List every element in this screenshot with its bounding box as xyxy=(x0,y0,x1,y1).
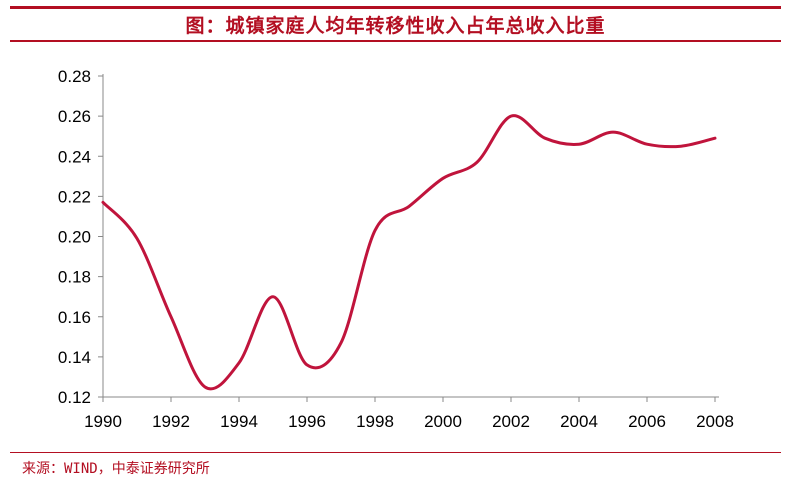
x-tick-label: 2004 xyxy=(560,412,598,431)
data-point xyxy=(204,385,207,388)
y-tick-label: 0.14 xyxy=(58,348,91,367)
y-tick-label: 0.18 xyxy=(58,268,91,287)
footer-divider xyxy=(10,452,781,453)
data-point xyxy=(646,143,649,146)
data-point xyxy=(170,315,173,318)
y-tick-label: 0.22 xyxy=(58,187,91,206)
data-point xyxy=(238,361,241,364)
data-point xyxy=(612,131,615,134)
source-note: 来源：WIND，中泰证券研究所 xyxy=(22,461,210,477)
data-point xyxy=(136,237,139,240)
x-tick-label: 1990 xyxy=(84,412,122,431)
tick-labels: 0.12 0.14 0.16 0.18 0.20 0.22 0.24 0.26 0.28 1990… xyxy=(58,67,734,431)
y-tick-label: 0.16 xyxy=(58,308,91,327)
data-point xyxy=(578,143,581,146)
data-point xyxy=(374,229,377,232)
y-tick-label: 0.26 xyxy=(58,107,91,126)
data-point xyxy=(102,201,105,204)
data-point xyxy=(408,205,411,208)
x-tick-label: 1994 xyxy=(220,412,258,431)
x-tick-label: 1992 xyxy=(152,412,190,431)
plot-area xyxy=(101,114,717,391)
data-point xyxy=(340,341,343,344)
x-tick-label: 2006 xyxy=(628,412,666,431)
series-line-0 xyxy=(101,114,717,391)
data-point xyxy=(442,177,445,180)
chart-title: 图：城镇家庭人均年转移性收入占年总收入比重 xyxy=(185,15,606,37)
data-point xyxy=(476,161,479,164)
data-point xyxy=(272,295,275,298)
y-tick-label: 0.24 xyxy=(58,147,91,166)
data-point xyxy=(680,145,683,148)
y-tick-label: 0.12 xyxy=(58,388,91,407)
x-tick-label: 2000 xyxy=(424,412,462,431)
x-tick-label: 2008 xyxy=(696,412,734,431)
y-tick-label: 0.28 xyxy=(58,67,91,86)
chart-title-bar: 图：城镇家庭人均年转移性收入占年总收入比重 xyxy=(10,6,781,42)
data-point xyxy=(714,137,717,140)
y-tick-label: 0.20 xyxy=(58,228,91,247)
data-point xyxy=(306,363,309,366)
data-point xyxy=(510,115,513,118)
x-tick-label: 2002 xyxy=(492,412,530,431)
x-tick-label: 1996 xyxy=(288,412,326,431)
data-point xyxy=(544,137,547,140)
x-tick-label: 1998 xyxy=(356,412,394,431)
chart-axes xyxy=(98,74,719,402)
